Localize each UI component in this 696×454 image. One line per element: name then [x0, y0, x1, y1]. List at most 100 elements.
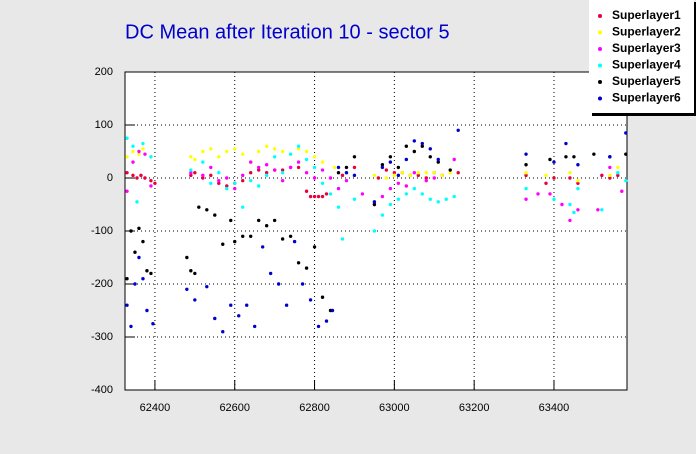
point: [149, 271, 153, 276]
point: [241, 173, 245, 178]
point: [248, 160, 253, 164]
point: [444, 197, 448, 201]
point: [320, 160, 325, 164]
point: [276, 282, 281, 286]
point: [272, 168, 277, 172]
legend-label: Superlayer5: [612, 74, 681, 88]
point: [209, 147, 213, 151]
point: [372, 229, 377, 233]
point: [131, 144, 135, 148]
point: [241, 178, 245, 183]
point: [201, 176, 205, 180]
point: [145, 269, 149, 273]
point: [428, 197, 432, 201]
x-tick-label: 62800: [299, 402, 330, 414]
y-tick-label: 200: [95, 66, 113, 78]
point: [336, 205, 341, 209]
point: [380, 194, 385, 199]
point: [324, 319, 329, 323]
point: [548, 192, 552, 196]
point: [241, 234, 245, 238]
point: [225, 186, 229, 191]
point: [292, 239, 297, 244]
point: [396, 197, 401, 201]
point: [280, 149, 285, 154]
point: [312, 245, 317, 249]
point: [424, 176, 428, 180]
point: [312, 194, 317, 199]
y-tick-label: -100: [91, 225, 113, 237]
point: [209, 165, 213, 170]
point: [452, 194, 456, 199]
point: [141, 141, 145, 146]
point: [620, 189, 624, 193]
point: [336, 165, 341, 170]
point: [189, 173, 193, 178]
point: [560, 202, 564, 207]
point: [424, 171, 428, 175]
point: [304, 266, 309, 270]
legend-label: Superlayer4: [612, 58, 681, 72]
point: [412, 149, 417, 154]
point: [432, 176, 436, 180]
point: [388, 202, 393, 207]
point: [312, 165, 317, 170]
point: [197, 205, 201, 209]
point: [209, 181, 213, 185]
point: [256, 184, 261, 188]
point: [225, 184, 229, 188]
point: [452, 157, 456, 162]
point: [193, 298, 197, 302]
point: [135, 176, 139, 180]
point: [416, 171, 420, 175]
point: [304, 171, 309, 175]
point: [340, 173, 345, 178]
point: [312, 155, 317, 159]
point: [400, 171, 405, 175]
point: [185, 255, 189, 260]
point: [320, 181, 325, 185]
point: [125, 189, 129, 193]
point: [568, 171, 572, 175]
point: [404, 192, 409, 196]
legend-label: Superlayer6: [612, 91, 681, 105]
y-tick-label: -300: [91, 331, 113, 343]
point: [544, 173, 548, 178]
point: [336, 171, 341, 175]
point: [524, 152, 528, 156]
legend-label: Superlayer3: [612, 41, 681, 55]
point: [536, 192, 540, 196]
point: [141, 239, 145, 244]
point: [428, 155, 432, 159]
point: [125, 171, 129, 175]
point: [352, 173, 357, 178]
point: [193, 271, 197, 276]
point: [296, 165, 301, 170]
y-tick-label: 0: [107, 172, 113, 184]
point: [332, 165, 337, 170]
point: [256, 149, 261, 154]
point: [296, 144, 301, 148]
point: [153, 181, 157, 185]
point: [125, 155, 129, 159]
point: [336, 186, 341, 191]
point: [600, 173, 604, 178]
point: [288, 152, 293, 156]
point: [131, 149, 135, 154]
y-tick-label: -200: [91, 278, 113, 290]
point: [552, 160, 556, 164]
point: [189, 171, 193, 175]
y-tick-label: 100: [95, 119, 113, 131]
point: [288, 165, 293, 170]
point: [316, 324, 321, 329]
point: [143, 176, 147, 180]
point: [193, 157, 197, 162]
legend: [589, 0, 694, 113]
point: [225, 176, 229, 180]
point: [344, 171, 349, 175]
point: [125, 303, 129, 307]
point: [233, 181, 237, 185]
point: [392, 171, 397, 175]
point: [568, 202, 572, 207]
